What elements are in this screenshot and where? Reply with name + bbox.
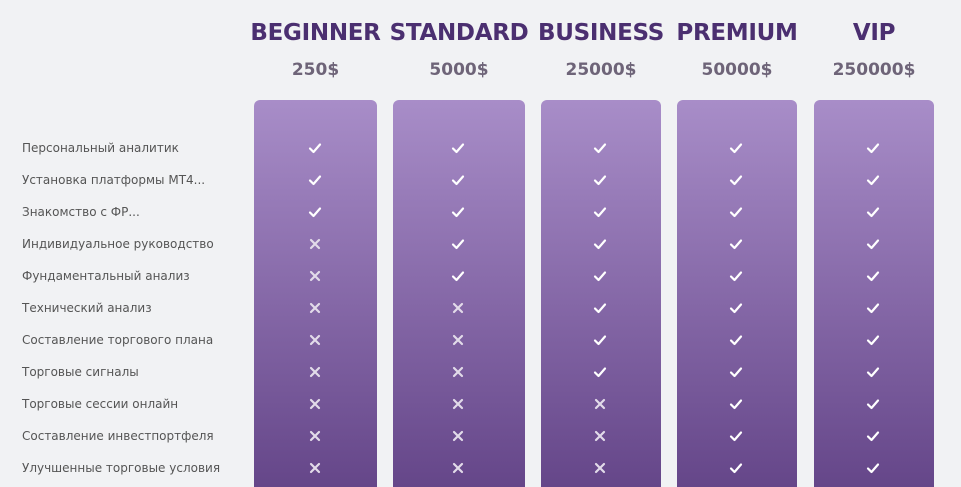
check-icon [866, 239, 880, 250]
plan-price: 50000$ [701, 60, 773, 80]
check-icon [308, 207, 321, 218]
plan-column [814, 100, 934, 487]
check-icon [593, 271, 607, 282]
check-icon [866, 431, 880, 442]
check-icon [866, 367, 880, 378]
check-icon [866, 303, 880, 314]
check-icon [866, 271, 880, 282]
check-icon [729, 143, 743, 154]
check-icon [308, 175, 321, 186]
plan-name: BUSINESS [538, 20, 664, 46]
check-icon [451, 175, 465, 186]
cross-icon [594, 398, 606, 410]
check-icon [593, 239, 607, 250]
plan-price: 250$ [291, 60, 340, 80]
plan-price: 25000$ [565, 60, 637, 80]
check-icon [593, 335, 607, 346]
plan-price: 5000$ [429, 60, 489, 80]
feature-label: Торговые сигналы [22, 365, 139, 379]
check-icon [866, 207, 880, 218]
cross-icon [309, 462, 320, 474]
cross-icon [452, 334, 464, 346]
check-icon [729, 303, 743, 314]
check-icon [729, 239, 743, 250]
check-icon [729, 463, 743, 474]
cross-icon [452, 398, 464, 410]
check-icon [451, 143, 465, 154]
cross-icon [309, 270, 320, 282]
plan-name: BEGINNER [250, 20, 381, 46]
check-icon [729, 335, 743, 346]
check-icon [866, 463, 880, 474]
feature-label: Торговые сессии онлайн [22, 397, 179, 411]
check-icon [451, 207, 465, 218]
cross-icon [309, 366, 320, 378]
check-icon [593, 175, 607, 186]
feature-label: Улучшенные торговые условия [22, 461, 221, 475]
cross-icon [452, 366, 464, 378]
check-icon [729, 399, 743, 410]
check-icon [593, 207, 607, 218]
cross-icon [452, 430, 464, 442]
plan-column [254, 100, 377, 487]
cross-icon [594, 430, 606, 442]
feature-label: Знакомство с ФР... [22, 205, 140, 219]
feature-label: Технический анализ [22, 301, 152, 315]
plan-column [677, 100, 797, 487]
check-icon [866, 335, 880, 346]
cross-icon [309, 398, 320, 410]
check-icon [866, 175, 880, 186]
plan-price: 250000$ [832, 60, 916, 80]
cross-icon [309, 334, 320, 346]
check-icon [729, 207, 743, 218]
plan-column [393, 100, 525, 487]
check-icon [308, 143, 321, 154]
plan-name: STANDARD [389, 20, 529, 46]
check-icon [866, 399, 880, 410]
cross-icon [594, 462, 606, 474]
feature-label: Индивидуальное руководство [22, 237, 214, 251]
feature-label: Составление инвестпортфеля [22, 429, 214, 443]
check-icon [593, 143, 607, 154]
check-icon [451, 239, 465, 250]
plan-name: PREMIUM [676, 20, 798, 46]
cross-icon [452, 302, 464, 314]
feature-label: Фундаментальный анализ [22, 269, 190, 283]
cross-icon [452, 462, 464, 474]
plan-name: VIP [852, 20, 896, 46]
check-icon [451, 271, 465, 282]
feature-label: Персональный аналитик [22, 141, 179, 155]
cross-icon [309, 430, 320, 442]
feature-label: Установка платформы МТ4... [22, 173, 206, 187]
check-icon [729, 175, 743, 186]
cross-icon [309, 302, 320, 314]
check-icon [729, 431, 743, 442]
plan-column [541, 100, 661, 487]
check-icon [866, 143, 880, 154]
check-icon [729, 271, 743, 282]
check-icon [593, 367, 607, 378]
check-icon [729, 367, 743, 378]
check-icon [593, 303, 607, 314]
feature-label: Составление торгового плана [22, 333, 214, 347]
cross-icon [309, 238, 320, 250]
